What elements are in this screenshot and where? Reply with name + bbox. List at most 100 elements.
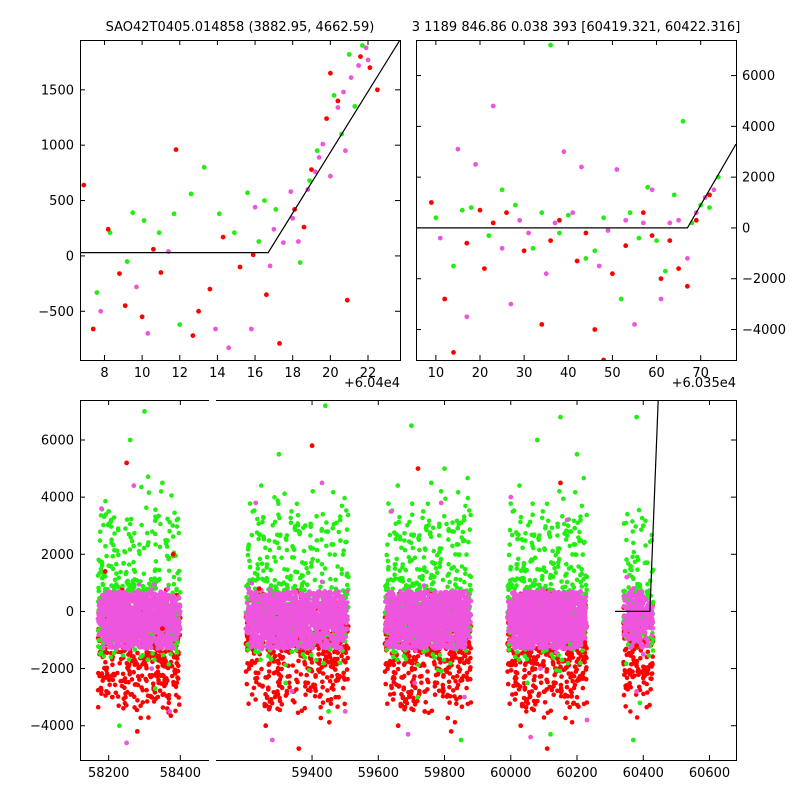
data-point-red: [121, 706, 126, 711]
data-point-magenta: [105, 608, 110, 614]
data-point-magenta: [159, 641, 165, 647]
data-point-magenta: [172, 636, 178, 642]
data-point-magenta: [122, 638, 128, 644]
data-point-green: [295, 521, 301, 526]
data-point-red: [284, 688, 290, 694]
data-point-green: [512, 202, 518, 208]
data-point-green: [156, 230, 162, 236]
data-point-green: [98, 650, 104, 656]
data-point-red: [139, 314, 145, 320]
data-point-green: [601, 215, 606, 221]
data-point-magenta: [314, 629, 320, 635]
data-point-magenta: [614, 167, 620, 172]
data-point-red: [557, 217, 562, 223]
data-point-red: [117, 271, 122, 276]
full-lightcurve-points: [95, 403, 656, 751]
data-point-magenta: [245, 618, 250, 624]
data-point-green: [294, 501, 300, 507]
data-point-magenta: [108, 622, 114, 628]
data-point-magenta: [277, 617, 283, 623]
data-point-red: [422, 663, 427, 668]
data-point-red: [277, 681, 282, 686]
data-point-green: [128, 516, 134, 522]
data-point-magenta: [142, 611, 148, 617]
data-point-red: [109, 673, 115, 678]
data-point-magenta: [164, 608, 170, 614]
data-point-green: [344, 582, 350, 588]
data-point-magenta: [251, 626, 257, 632]
data-point-red: [432, 684, 438, 689]
data-point-red: [244, 681, 250, 687]
data-point-red: [105, 226, 111, 232]
data-point-green: [145, 542, 150, 548]
data-point-red: [139, 673, 145, 678]
data-point-magenta: [126, 623, 132, 629]
data-point-red: [358, 54, 363, 59]
data-point-red: [162, 683, 167, 689]
data-point-red: [298, 672, 304, 677]
data-point-green: [288, 515, 294, 521]
data-point-green: [294, 569, 300, 575]
data-point-magenta: [279, 628, 285, 634]
data-point-red: [169, 664, 175, 669]
data-point-green: [103, 498, 108, 504]
data-point-red: [138, 703, 143, 709]
data-point-red: [115, 670, 120, 676]
data-point-red: [459, 677, 465, 683]
data-point-red: [287, 685, 292, 690]
model-fit-line: [80, 40, 400, 254]
data-point-magenta: [141, 641, 147, 646]
data-point-red: [340, 685, 346, 691]
data-point-green: [153, 507, 158, 512]
data-point-green: [499, 187, 505, 193]
data-point-red: [327, 678, 333, 684]
data-point-magenta: [312, 593, 317, 599]
data-point-red: [336, 675, 342, 681]
data-point-green: [141, 218, 147, 223]
data-point-red: [318, 692, 323, 698]
data-point-red: [246, 666, 252, 672]
data-point-red: [301, 224, 307, 230]
data-point-red: [123, 695, 128, 700]
data-point-red: [343, 660, 348, 665]
data-point-magenta: [345, 600, 350, 605]
data-point-green: [96, 644, 101, 649]
data-point-magenta: [114, 613, 120, 619]
data-point-red: [676, 266, 681, 271]
data-point-red: [442, 296, 448, 302]
data-point-green: [122, 549, 128, 555]
data-point-red: [148, 674, 154, 680]
data-point-magenta: [328, 594, 334, 600]
data-point-green: [137, 542, 142, 547]
data-point-red: [101, 675, 106, 680]
data-point-red: [139, 685, 144, 690]
data-point-magenta: [100, 644, 106, 650]
data-point-magenta: [170, 612, 176, 618]
data-point-red: [410, 661, 415, 666]
data-point-magenta: [121, 618, 127, 624]
data-point-red: [649, 233, 655, 239]
data-point-green: [150, 529, 155, 534]
data-point-red: [99, 687, 104, 693]
data-point-red: [623, 243, 629, 249]
data-point-green: [139, 484, 144, 490]
data-point-magenta: [124, 614, 130, 619]
data-point-red: [249, 659, 254, 665]
data-point-magenta: [295, 624, 301, 630]
data-point-red: [263, 692, 268, 697]
data-point-magenta: [96, 632, 101, 637]
data-point-magenta: [265, 630, 271, 636]
data-point-green: [98, 529, 103, 535]
data-point-magenta: [336, 620, 342, 625]
data-point-red: [220, 234, 226, 240]
data-point-magenta: [508, 301, 514, 307]
data-point-red: [324, 675, 330, 680]
data-point-green: [333, 577, 339, 583]
data-point-red: [115, 694, 121, 699]
data-point-green: [258, 483, 264, 488]
data-point-magenta: [177, 627, 183, 632]
data-point-magenta: [365, 57, 371, 63]
data-point-green: [277, 515, 282, 521]
